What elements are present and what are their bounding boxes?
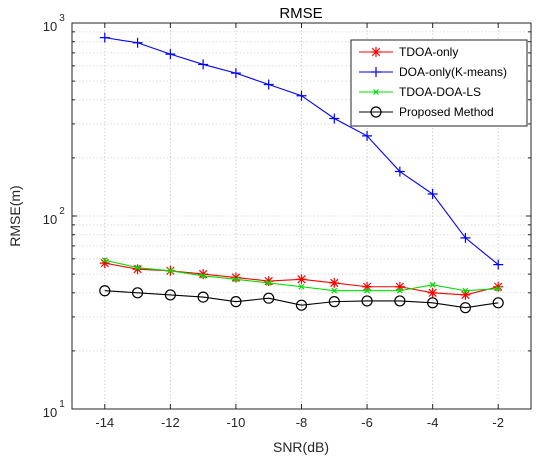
legend-label: DOA-only(K-means)	[399, 65, 507, 79]
data-point	[99, 285, 111, 297]
x-tick-label: -10	[227, 415, 246, 430]
x-tick-label: -2	[492, 415, 504, 430]
legend-label: TDOA-DOA-LS	[399, 85, 481, 99]
legend-marker	[373, 89, 379, 95]
data-point	[263, 79, 274, 90]
data-point	[164, 289, 176, 301]
data-point	[230, 272, 241, 283]
data-point	[492, 297, 504, 309]
legend-marker	[371, 47, 381, 57]
data-point	[361, 295, 373, 307]
data-point	[197, 291, 209, 303]
data-point	[394, 166, 405, 177]
data-point	[99, 32, 110, 43]
data-point	[101, 257, 108, 264]
data-point	[230, 296, 242, 308]
legend-marker	[370, 106, 382, 118]
data-point	[198, 59, 209, 70]
legend-item: DOA-only(K-means)	[359, 65, 507, 79]
data-point	[167, 267, 174, 274]
x-axis-title: SNR(dB)	[273, 439, 329, 455]
data-point	[394, 295, 406, 307]
series-doa-only-k-means	[99, 32, 504, 270]
legend-label: TDOA-only	[399, 45, 458, 59]
data-point	[429, 281, 436, 288]
data-point	[134, 264, 141, 271]
data-point	[462, 287, 469, 294]
data-point	[362, 130, 373, 141]
data-point	[495, 285, 502, 292]
y-tick-label: 10	[43, 212, 57, 227]
y-tick-exponent: 3	[59, 13, 65, 24]
legend-item: TDOA-DOA-LS	[359, 85, 481, 99]
data-point	[200, 272, 207, 279]
data-point	[295, 299, 308, 311]
x-tick-label: -12	[161, 415, 180, 430]
data-point	[131, 287, 144, 299]
y-tick-exponent: 1	[59, 399, 65, 410]
data-point	[298, 283, 305, 290]
y-tick-label: 10	[43, 19, 57, 34]
series-tdoa-doa-ls	[101, 257, 502, 294]
data-point	[396, 287, 403, 294]
data-point	[328, 296, 340, 308]
data-point	[427, 297, 439, 309]
series-proposed-method	[99, 285, 504, 314]
legend-item: TDOA-only	[359, 45, 458, 59]
x-tick-label: -4	[427, 415, 439, 430]
data-point	[263, 292, 275, 304]
series-line	[104, 290, 499, 309]
x-tick-label: -14	[95, 415, 114, 430]
data-point	[493, 281, 504, 292]
chart-title: RMSE	[279, 5, 322, 22]
data-point	[331, 287, 338, 294]
data-point	[198, 269, 209, 280]
data-point	[459, 302, 472, 314]
data-point	[460, 232, 471, 243]
data-point	[165, 49, 176, 60]
data-point	[296, 274, 307, 285]
data-point	[132, 264, 143, 275]
data-point	[460, 289, 471, 300]
legend-marker	[371, 67, 381, 77]
x-tick-label: -6	[361, 415, 373, 430]
data-point	[296, 90, 307, 101]
y-tick-exponent: 2	[59, 206, 65, 217]
data-point	[263, 276, 274, 287]
legend-item: Proposed Method	[359, 105, 494, 119]
data-point	[364, 287, 370, 294]
data-point	[230, 68, 241, 79]
data-point	[99, 258, 110, 269]
x-tick-label: -8	[296, 415, 308, 430]
legend-label: Proposed Method	[399, 105, 494, 119]
data-point	[265, 280, 272, 286]
data-point	[362, 281, 373, 292]
data-point	[427, 287, 438, 298]
data-point	[132, 37, 143, 48]
data-point	[329, 277, 340, 288]
series-layer	[99, 32, 504, 314]
data-point	[493, 259, 504, 270]
legend: TDOA-only DOA-only(K-means) TDOA-DOA-LS Pro…	[350, 39, 528, 127]
y-axis-title: RMSE(m)	[7, 185, 23, 246]
y-tick-label: 10	[43, 405, 57, 420]
data-point	[427, 189, 438, 200]
data-point	[329, 113, 340, 124]
data-point	[394, 281, 405, 292]
data-point	[233, 276, 239, 283]
